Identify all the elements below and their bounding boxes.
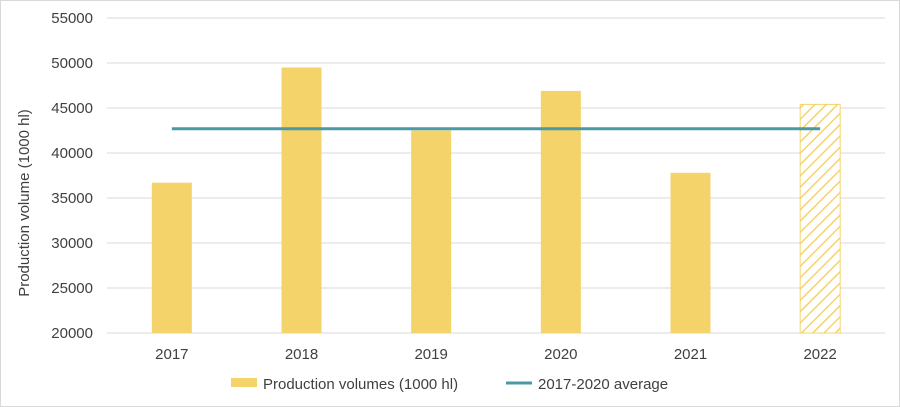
bar-2018 <box>281 67 322 333</box>
bar-2017 <box>151 182 192 333</box>
grid-layer <box>107 17 885 334</box>
y-tick-label: 50000 <box>51 55 93 72</box>
bar-2020 <box>540 90 581 334</box>
x-tick-label: 2018 <box>285 346 318 363</box>
x-tick-label: 2021 <box>674 346 707 363</box>
y-tick-label: 20000 <box>51 325 93 342</box>
legend-label-line: 2017-2020 average <box>538 376 668 393</box>
x-tick-label: 2020 <box>544 346 577 363</box>
legend: Production volumes (1000 hl) 2017-2020 a… <box>231 376 668 393</box>
bar-2019 <box>411 130 452 333</box>
x-tick-label: 2019 <box>414 346 447 363</box>
bar-2022 <box>799 103 841 334</box>
y-tick-label: 30000 <box>51 235 93 252</box>
bars-layer <box>151 67 841 334</box>
y-axis-title: Production volume (1000 hl) <box>16 109 33 297</box>
x-tick-labels: 2017 2018 2019 2020 2021 2022 <box>155 346 837 363</box>
legend-swatch-bars <box>231 378 257 387</box>
y-tick-label: 40000 <box>51 145 93 162</box>
x-tick-label: 2017 <box>155 346 188 363</box>
y-tick-label: 45000 <box>51 100 93 117</box>
y-tick-labels: 20000 25000 30000 35000 40000 45000 50000 55000 <box>51 10 93 342</box>
bar-2021 <box>670 172 711 333</box>
y-tick-label: 55000 <box>51 10 93 27</box>
legend-label-bars: Production volumes (1000 hl) <box>263 376 458 393</box>
y-tick-label: 35000 <box>51 190 93 207</box>
x-tick-label: 2022 <box>803 346 836 363</box>
y-tick-label: 25000 <box>51 280 93 297</box>
